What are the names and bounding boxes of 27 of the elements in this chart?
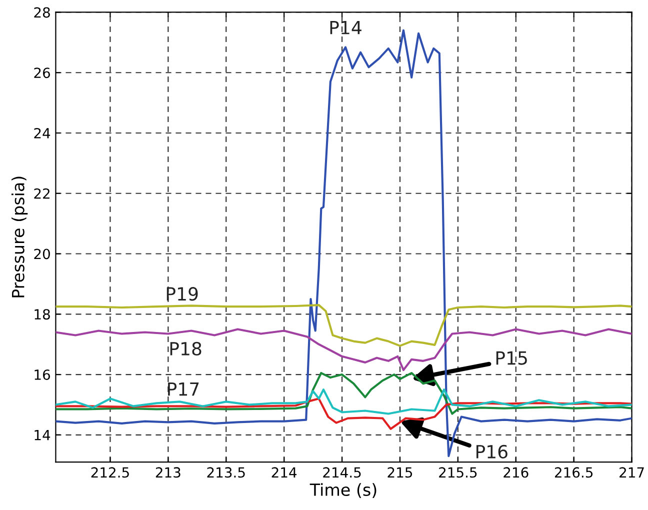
x-tick-label: 216.5 <box>554 467 593 478</box>
y-tick-label: 22 <box>34 188 50 199</box>
annotation: P15 <box>496 351 527 365</box>
annotation: P18 <box>170 342 202 356</box>
y-axis-title: Pressure (psia) <box>12 176 28 298</box>
x-axis-title: Time (s) <box>310 483 376 498</box>
x-tick-label: 214 <box>272 467 297 478</box>
y-tick-label: 16 <box>34 369 50 380</box>
y-tick-label: 20 <box>34 248 50 260</box>
y-tick-label: 28 <box>34 7 50 18</box>
line-series <box>56 328 632 372</box>
x-tick-label: 213.5 <box>207 467 245 478</box>
y-tick-label: 14 <box>34 430 50 440</box>
y-tick-label: 18 <box>34 309 50 320</box>
x-tick-label: 215.5 <box>439 467 477 478</box>
annotation: P17 <box>168 382 199 396</box>
x-tick-label: 214.5 <box>323 467 361 478</box>
annotation: P16 <box>476 444 508 458</box>
x-tick-label: 213 <box>156 467 180 478</box>
x-tick-label: 217 <box>620 467 644 478</box>
annotation: P14 <box>330 21 362 34</box>
annotation: P19 <box>166 287 198 301</box>
x-tick-label: 215 <box>388 467 412 478</box>
x-tick-label: 212.5 <box>91 467 129 478</box>
x-tick-label: 216 <box>504 467 528 478</box>
y-tick-label: 24 <box>34 128 50 138</box>
y-tick-label: 26 <box>34 68 50 78</box>
